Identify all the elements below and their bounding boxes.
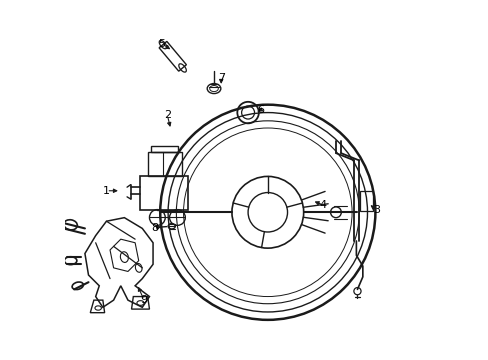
Text: 6: 6 xyxy=(257,105,264,115)
Bar xyxy=(151,146,178,152)
Text: 9: 9 xyxy=(140,295,147,305)
Text: 3: 3 xyxy=(373,206,380,216)
Text: 1: 1 xyxy=(103,186,110,196)
Ellipse shape xyxy=(64,257,77,265)
Text: 2: 2 xyxy=(163,111,171,121)
Ellipse shape xyxy=(72,282,83,289)
Text: 4: 4 xyxy=(319,200,326,210)
Bar xyxy=(147,152,182,176)
Text: 8: 8 xyxy=(151,224,158,233)
Bar xyxy=(139,176,187,210)
Text: 7: 7 xyxy=(217,73,224,83)
Bar xyxy=(359,190,372,211)
Ellipse shape xyxy=(63,220,77,230)
Text: 5: 5 xyxy=(158,39,165,49)
